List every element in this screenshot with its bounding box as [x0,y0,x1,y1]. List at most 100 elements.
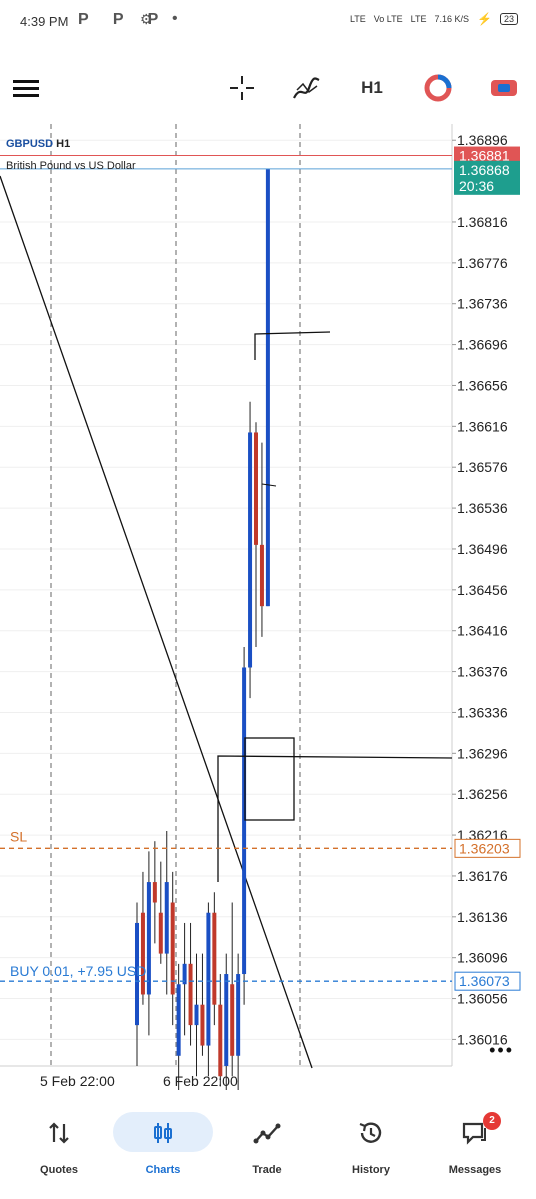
volte-indicator: Vo LTE [373,14,403,24]
nav-quotes[interactable]: Quotes [9,1098,109,1198]
price-label: 1.36056 [457,991,508,1007]
notification-icons: P P P [78,11,169,28]
candle-bear [152,882,157,903]
price-label: 1.36616 [457,418,508,434]
candle-bear [230,984,235,1056]
nav-quotes-label: Quotes [40,1164,78,1176]
charging-icon: ⚡ [477,12,492,26]
trade-button[interactable] [486,60,522,116]
candle-bear [259,544,264,607]
crosshair-button[interactable] [222,60,262,116]
nav-trade-label: Trade [252,1164,282,1176]
bottom-navigation: Quotes Charts Trade History 2 Messages [0,1098,536,1199]
price-label: 1.36296 [457,745,508,761]
candle-bull [248,432,253,668]
active-pill [113,1112,213,1152]
messages-badge: 2 [483,1112,501,1130]
position-label: BUY 0.01, +7.95 USD [10,963,146,979]
nav-charts[interactable]: Charts [113,1098,213,1198]
crosshair-icon [230,76,254,100]
drawn-marker [261,483,277,487]
candle-bear [140,912,145,995]
sl-price-text: 1.36203 [459,840,510,856]
lte-indicator: LTE [349,14,366,24]
chart-toolbar: H1 [0,60,536,116]
indicators-button[interactable] [286,60,326,116]
candle-bear [218,1004,223,1077]
hamburger-icon [13,80,39,97]
price-label: 1.36736 [457,296,508,312]
price-label: 1.36456 [457,582,508,598]
candle-bear [254,432,258,545]
quotes-icon [39,1116,79,1150]
position-price-tag [454,971,521,991]
price-label: 1.36096 [457,950,508,966]
lte2-indicator: LTE [410,14,427,24]
price-label: 1.36576 [457,459,508,475]
price-label: 1.36896 [457,132,508,148]
charts-icon [143,1116,183,1150]
drawn-level-line [217,755,453,882]
price-label: 1.36136 [457,909,508,925]
price-label: 1.36536 [457,500,508,516]
ask-price-tag [454,146,520,164]
nav-charts-label: Charts [145,1164,181,1176]
net-speed: 7.16 K/S [434,14,470,24]
price-label: 1.36776 [457,255,508,271]
more-options-icon[interactable]: ••• [489,1040,514,1060]
drawn-high-line [254,331,331,360]
messages-icon [455,1116,495,1150]
time-label: 5 Feb 22:00 [40,1073,115,1089]
candle-bull [206,912,211,1046]
candle-bull [164,882,169,954]
trade-nav-icon [247,1116,287,1150]
position-price-text: 1.36073 [459,973,510,989]
indicators-icon [293,77,320,99]
candle-bull [182,963,187,985]
candle-bull [146,882,151,995]
timeframe-button[interactable]: H1 [361,78,383,97]
trade-icon [491,80,517,96]
chart-canvas[interactable]: 1.36896 1.36816 1.36776 1.36736 1.36696 1.366… [0,124,536,1090]
objects-button[interactable] [420,60,456,116]
trendline [0,175,313,1069]
nav-trade[interactable]: Trade [217,1098,317,1198]
bar-timer: 20:36 [459,178,494,194]
bid-price-text: 1.36868 [459,162,510,178]
status-time: 4:39 PM [20,14,69,29]
ask-price-text: 1.36881 [459,148,510,164]
objects-icon [424,74,452,102]
candle-bull [242,667,247,975]
candle-bull [224,974,229,1066]
candle-bull [265,168,270,607]
candle-bull [176,984,181,1056]
status-bar: 4:39 PM P P P ⚙ • LTE Vo LTE LTE 7.16 K/… [0,0,536,44]
drawn-rectangle [244,737,295,821]
candle-bear [200,1004,205,1046]
price-label: 1.36016 [457,1031,508,1047]
chart-symbol: GBPUSD H1 [6,138,71,150]
price-label: 1.36816 [457,214,508,230]
price-label: 1.36336 [457,704,508,720]
price-label: 1.36256 [457,786,508,802]
nav-history[interactable]: History [321,1098,421,1198]
candle-bull [236,974,241,1056]
nav-messages[interactable]: 2 Messages [425,1098,525,1198]
dot-icon: • [172,10,178,27]
price-label: 1.36416 [457,623,508,639]
bid-price-tag [454,160,520,195]
price-label: 1.36496 [457,541,508,557]
candle-bear [212,912,217,1005]
candle-bull [194,1004,199,1026]
candle-bear [158,912,163,954]
candle-bear [170,902,175,995]
battery-level: 23 [499,13,518,25]
history-icon [351,1116,391,1150]
price-chart[interactable]: 1.36896 1.36816 1.36776 1.36736 1.36696 1.366… [0,124,536,1090]
sl-price-tag [454,838,521,858]
price-label: 1.36656 [457,377,508,393]
price-label: 1.36176 [457,868,508,884]
chart-description: British Pound vs US Dollar [6,160,136,172]
menu-button[interactable] [6,60,46,116]
price-label: 1.36696 [457,337,508,353]
